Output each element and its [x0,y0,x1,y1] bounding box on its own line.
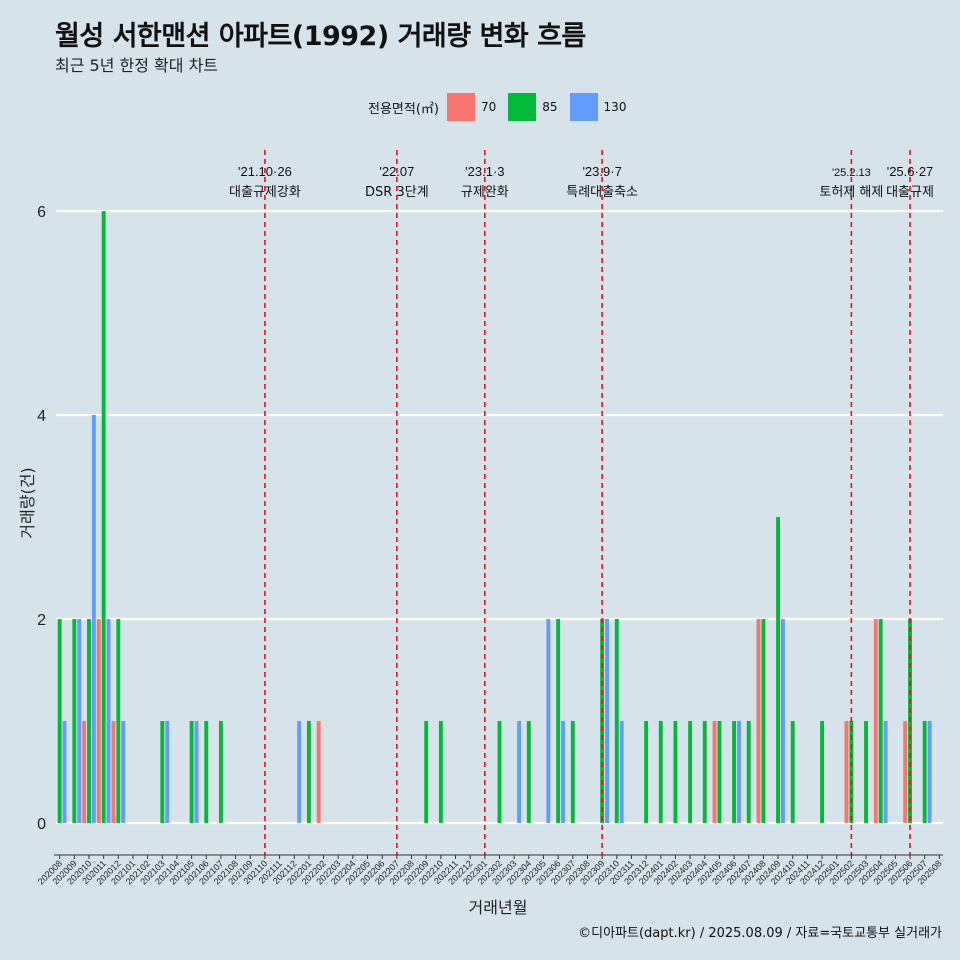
bar-85-202404 [702,721,707,823]
bar-130-202306 [561,721,565,823]
event-date-label: '23.9·7 [582,164,621,179]
bar-70-202405 [712,721,717,823]
bar-85-202106 [204,721,209,823]
bar-130-202504 [883,721,888,823]
legend: 전용면적(㎡) 70 85 130 [368,92,638,122]
y-tick-label: 0 [37,816,46,833]
bar-85-202405 [717,721,722,823]
bar-130-202409 [781,619,785,823]
bar-130-202010 [91,415,96,823]
bar-85-202011 [101,211,106,823]
bar-85-202306 [556,619,561,823]
y-tick-label: 2 [37,612,46,629]
bar-85-202310 [614,619,619,823]
legend-label-85: 85 [542,100,558,114]
bar-70-202408 [756,619,761,823]
bar-85-202410 [790,721,795,823]
bar-85-202504 [878,619,883,823]
event-date-label: '25.2.13 [832,167,871,179]
bar-85-202403 [688,721,693,823]
bar-70-202012 [111,721,116,823]
bar-85-202105 [189,721,194,823]
bar-70-202011 [96,619,101,823]
chart-subtitle: 최근 5년 한정 확대 차트 [55,56,219,75]
bar-85-202307 [570,721,575,823]
bar-130-202011 [106,619,111,823]
bar-85-202409 [776,517,781,823]
bar-85-202312 [644,721,649,823]
bar-70-202504 [873,619,878,823]
y-tick-label: 4 [37,408,46,425]
bar-85-202008 [57,619,62,823]
bar-130-202406 [737,721,741,823]
event-date-label: '21.10·26 [238,164,292,179]
bar-70-202502 [844,721,849,823]
bar-85-202412 [820,721,824,823]
chart-caption: ©디아파트(dapt.kr) / 2025.08.09 / 자료=국토교통부 실… [578,926,942,941]
bar-130-202105 [194,721,199,823]
bar-85-202401 [658,721,663,823]
bar-85-202503 [864,721,868,823]
legend-swatch-130 [569,93,598,121]
legend-title: 전용면적(㎡) [368,101,439,117]
bar-85-202201 [306,721,311,823]
event-date-label: '22.07 [379,164,414,179]
bar-130-202310 [619,721,624,823]
bar-130-202112 [297,721,302,823]
bar-130-202009 [77,619,82,823]
legend-label-130: 130 [603,100,627,114]
bar-85-202402 [673,721,678,823]
bar-70-202202 [316,721,321,823]
bar-85-202304 [526,721,531,823]
event-text-label: 규제완화 [461,185,509,200]
bar-130-202305 [546,619,551,823]
legend-item-70: 70 [446,93,500,121]
legend-label-70: 70 [480,100,497,114]
bar-130-202303 [517,721,521,823]
bar-85-202406 [732,721,737,823]
legend-swatch-70 [446,93,475,121]
bar-130-202008 [62,721,67,823]
event-text-label: 대출규제 [886,185,934,200]
bar-85-202210 [438,721,443,823]
x-axis-title: 거래년월 [469,898,528,917]
bar-85-202009 [72,619,77,823]
bar-70-202010 [82,721,87,823]
bar-85-202209 [424,721,429,823]
y-tick-label: 6 [37,204,46,221]
bar-130-202507 [927,721,932,823]
bar-85-202407 [746,721,751,823]
bar-85-202507 [922,721,927,823]
bar-130-202012 [121,721,126,823]
chart-title: 월성 서한맨션 아파트(1992) 거래량 변화 흐름 [55,21,586,52]
bar-85-202012 [116,619,121,823]
event-text-label: DSR 3단계 [365,185,429,200]
event-text-label: 특례대출축소 [566,185,638,200]
event-text-label: 대출규제강화 [229,185,301,200]
legend-item-85: 85 [508,93,561,121]
bar-130-202103 [165,721,170,823]
event-date-label: '23.1·3 [465,164,504,179]
legend-item-130: 130 [569,93,631,121]
legend-swatch-85 [508,93,537,121]
y-axis-title: 거래량(건) [18,467,37,538]
bar-85-202408 [761,619,766,823]
event-date-label: '25.6·27 [887,164,934,179]
bar-130-202309 [605,619,609,823]
event-text-label: 토허제 해제 [819,185,883,200]
bar-85-202302 [497,721,502,823]
bar-85-202107 [218,721,223,823]
bar-85-202103 [160,721,165,823]
bar-85-202010 [87,619,91,823]
bar-70-202506 [903,721,908,823]
